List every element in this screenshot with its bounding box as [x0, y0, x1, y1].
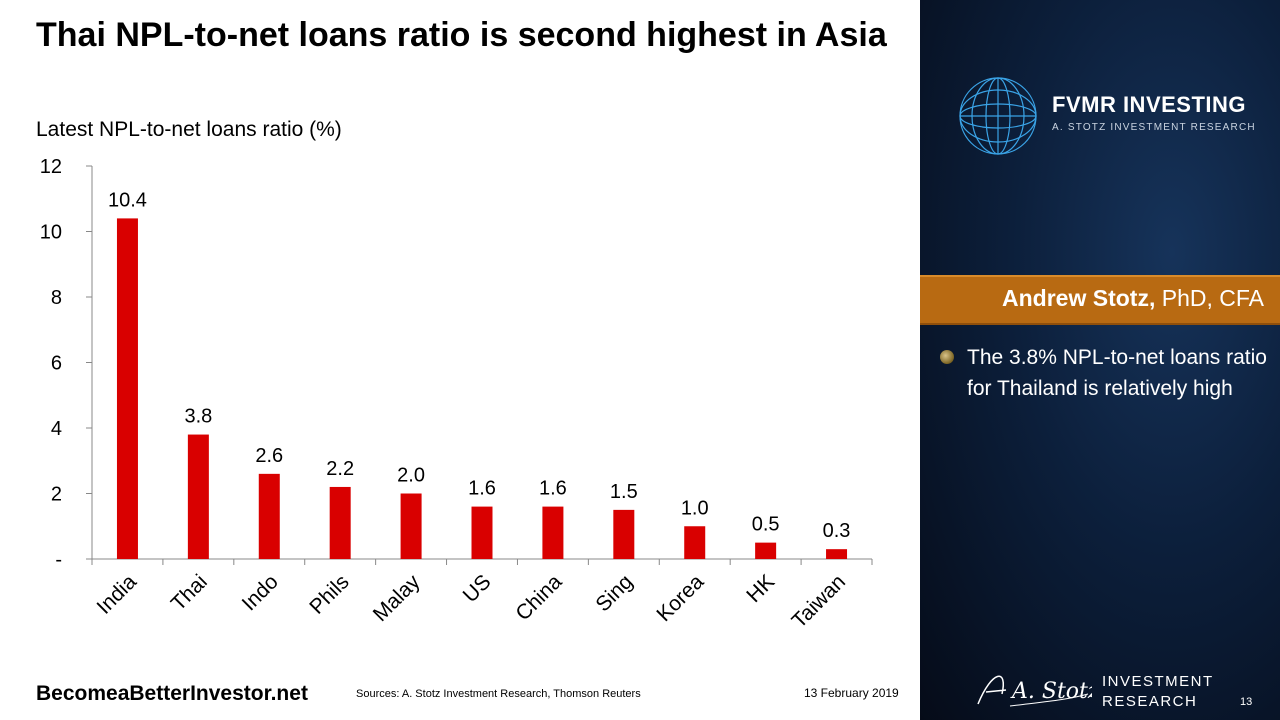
bar	[755, 542, 777, 559]
y-tick-label: 10	[40, 222, 62, 244]
globe-icon	[959, 77, 1037, 155]
data-label: 0.3	[823, 520, 851, 542]
footer-website: BecomeaBetterInvestor.net	[36, 682, 308, 705]
bar	[400, 493, 422, 559]
bar	[116, 218, 138, 559]
logo-line-1: INVESTMENT	[1102, 673, 1214, 690]
page-number: 13	[1240, 696, 1253, 708]
data-label: 1.0	[681, 497, 709, 519]
data-label: 3.8	[184, 406, 212, 428]
category-label: Phils	[305, 570, 353, 618]
bar	[613, 509, 635, 559]
category-label: Indo	[238, 570, 283, 615]
author: Andrew Stotz, PhD, CFA	[1002, 285, 1264, 312]
y-tick-label: 6	[51, 353, 62, 375]
data-label: 10.4	[108, 189, 147, 211]
key-point: The 3.8% NPL-to-net loans ratio for Thai…	[967, 346, 1267, 400]
data-label: 1.6	[468, 478, 496, 500]
y-tick-label: 4	[51, 418, 62, 440]
bar	[826, 549, 848, 559]
brand-name: FVMR INVESTING	[1052, 92, 1247, 117]
y-tick-label: 2	[51, 484, 62, 506]
category-label: India	[93, 570, 142, 619]
brand-subtitle: A. STOTZ INVESTMENT RESEARCH	[1052, 122, 1256, 133]
data-label: 1.5	[610, 481, 638, 503]
chart-title: Latest NPL-to-net loans ratio (%)	[36, 118, 342, 141]
sidebar-panel: FVMR INVESTING A. STOTZ INVESTMENT RESEA…	[920, 0, 1280, 720]
data-label: 1.6	[539, 478, 567, 500]
y-tick-label: 12	[40, 156, 62, 178]
bar	[542, 506, 564, 559]
slide-title: Thai NPL-to-net loans ratio is second hi…	[36, 16, 887, 54]
data-label: 2.0	[397, 465, 425, 487]
category-label: US	[459, 570, 496, 607]
data-label: 2.6	[255, 445, 283, 467]
bar	[329, 486, 351, 559]
category-label: HK	[742, 570, 779, 607]
bar	[684, 526, 706, 559]
signature-text: A. Stotz	[1010, 679, 1092, 704]
footer-source: Sources: A. Stotz Investment Research, T…	[356, 688, 641, 700]
bar	[471, 506, 493, 559]
footer-date: 13 February 2019	[804, 686, 899, 700]
bullet-icon	[940, 350, 954, 364]
y-tick-label: -	[55, 549, 62, 571]
bar	[258, 473, 280, 559]
category-label: Thai	[167, 570, 212, 615]
author-bar: Andrew Stotz, PhD, CFA	[920, 275, 1280, 325]
bar	[187, 434, 209, 559]
logo-line-2: RESEARCH	[1102, 693, 1198, 710]
category-label: Korea	[652, 570, 708, 626]
author-name: Andrew Stotz,	[1002, 285, 1156, 311]
category-label: Taiwan	[788, 570, 850, 632]
signature-logo: A. Stotz	[977, 675, 1092, 707]
category-label: China	[511, 570, 566, 625]
bar-chart: - 2 4 6 8 10 12 10.4 India 3.8 Thai 2.6 Indo 2.2 Phils…	[40, 156, 873, 633]
data-label: 0.5	[752, 514, 780, 536]
category-label: Malay	[369, 570, 425, 626]
author-credentials: PhD, CFA	[1155, 285, 1264, 311]
y-tick-label: 8	[51, 287, 62, 309]
data-label: 2.2	[326, 458, 354, 480]
category-label: Sing	[591, 570, 637, 616]
